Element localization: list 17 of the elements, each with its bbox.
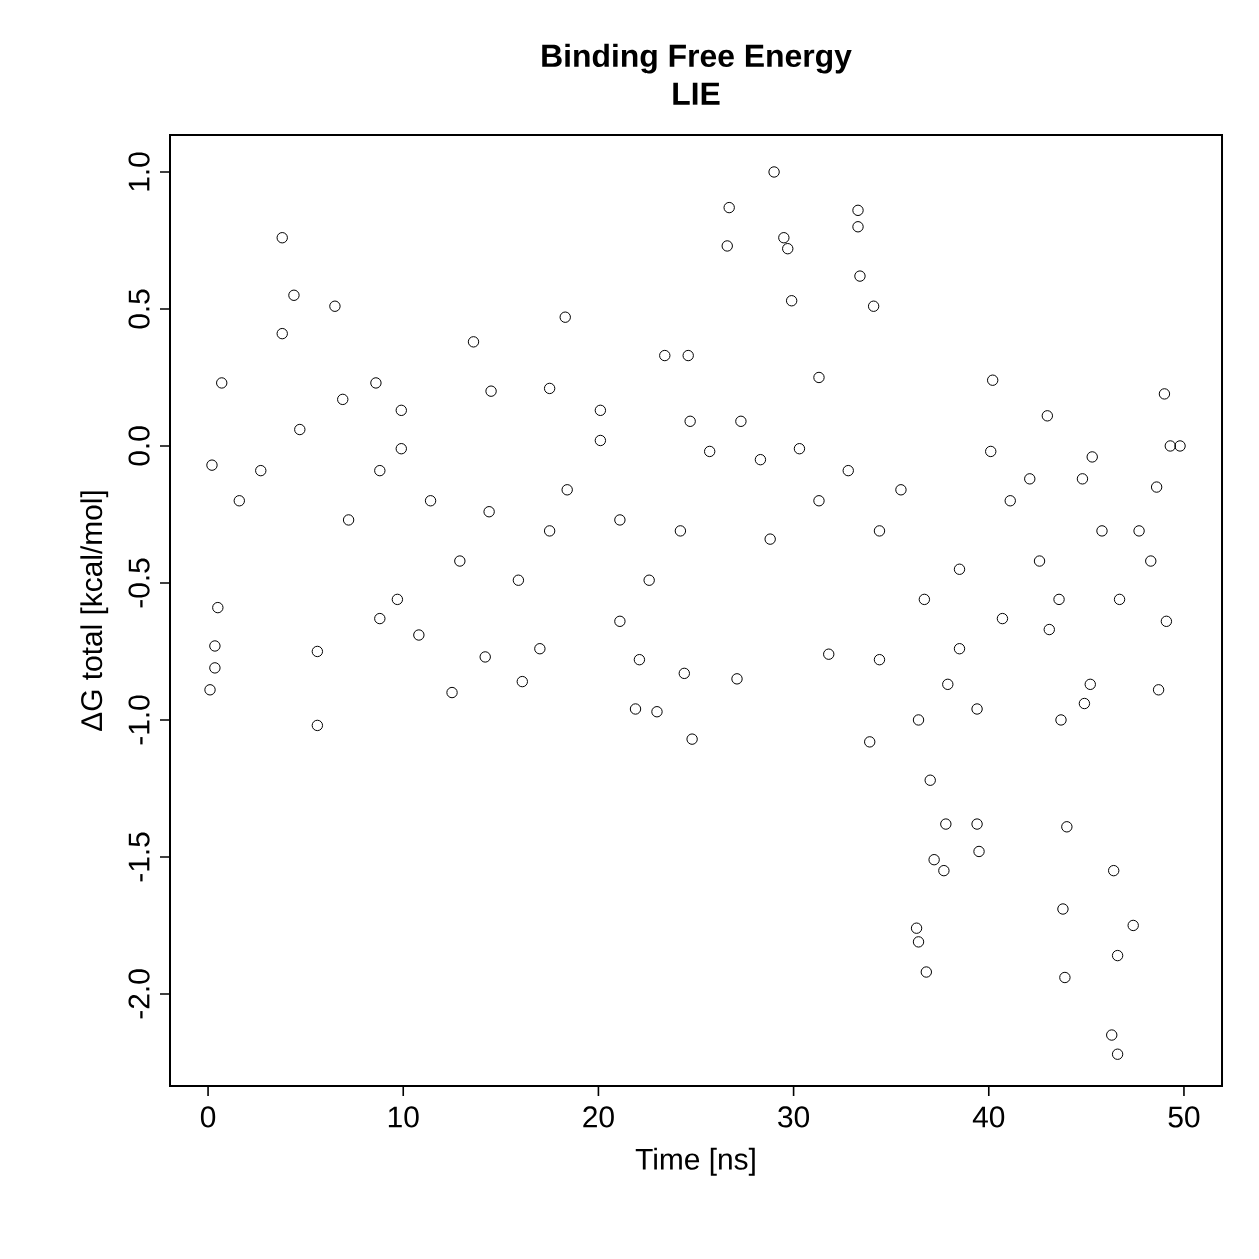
y-tick-label: -0.5 [128,558,150,608]
x-tick-label: 50 [1168,1106,1200,1128]
y-tick-label: -2.0 [128,969,150,1019]
x-tick-label: 0 [200,1106,216,1128]
chart-title: Binding Free Energy [542,43,852,74]
x-tick-label: 30 [778,1106,810,1128]
x-tick-label: 20 [583,1106,614,1128]
x-tick-label: 10 [388,1106,419,1128]
y-tick-label: 0.5 [128,289,150,329]
y-axis-title: ΔG total [kcal/mol] [80,491,109,731]
y-tick-label: -1.5 [128,832,150,882]
x-tick-label: 40 [972,1106,1005,1128]
y-tick-label: 0.0 [128,426,150,466]
y-tick-label: 1.0 [128,152,150,191]
chart-subtitle: LIE [673,82,720,105]
y-tick-label: -1.0 [128,695,150,745]
x-axis-title: Time [ns] [635,1147,755,1176]
